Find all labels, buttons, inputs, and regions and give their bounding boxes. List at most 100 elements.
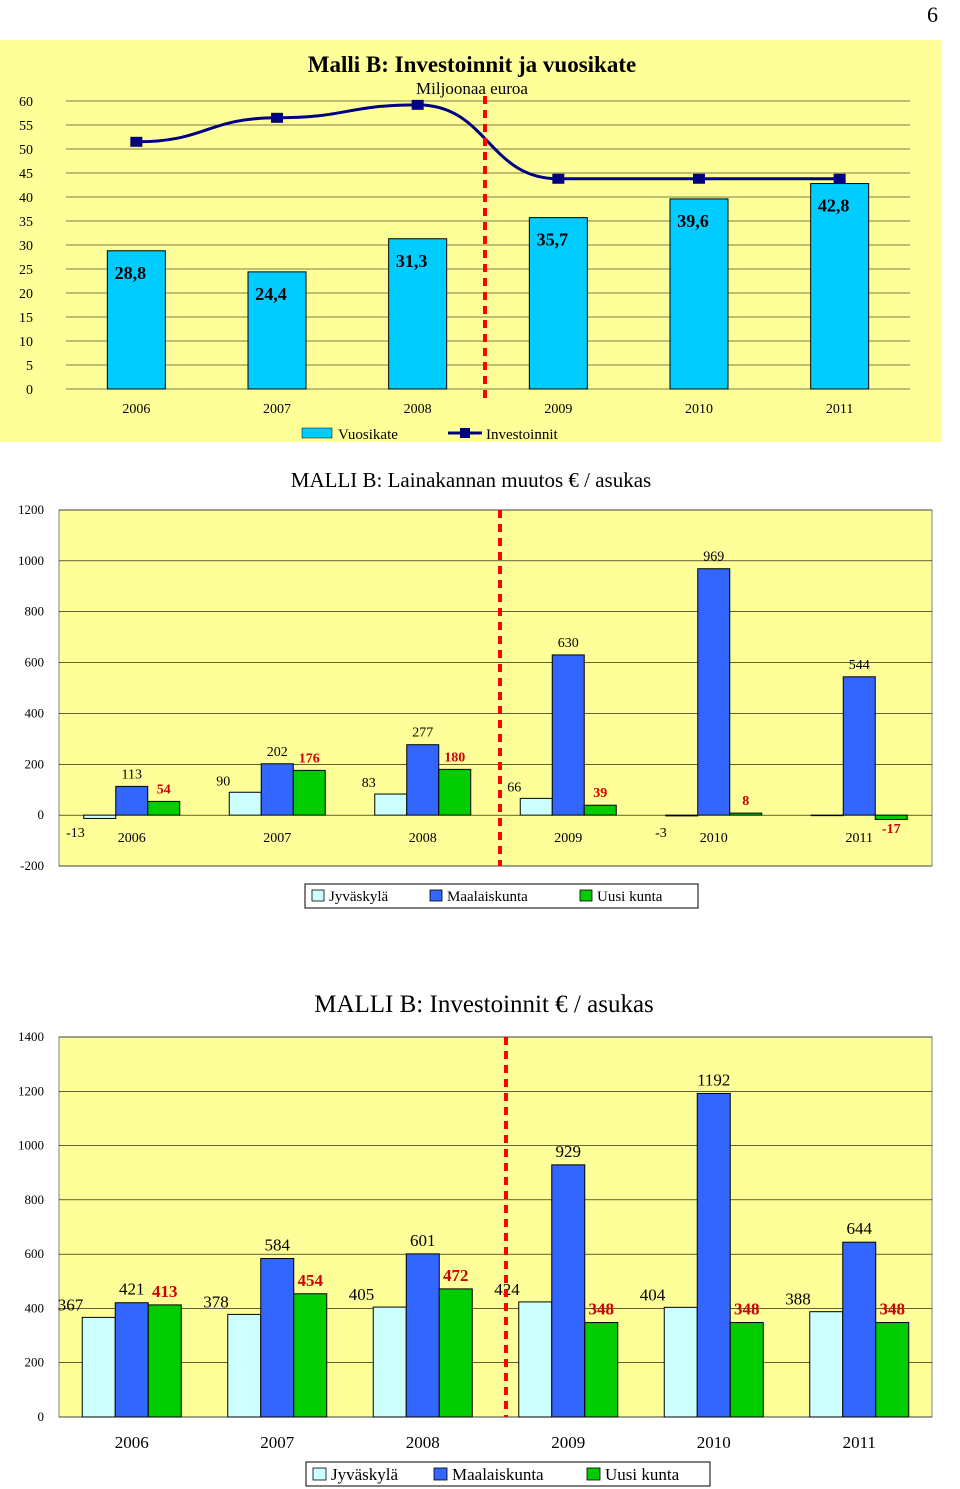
page-number: 6 bbox=[927, 2, 938, 27]
chart3-legend-maalaiskunta-swatch bbox=[433, 1467, 448, 1481]
x-tick-label: 2008 bbox=[406, 1433, 440, 1452]
maalaiskunta-data-label: 644 bbox=[847, 1219, 873, 1238]
investoinnit-marker bbox=[552, 173, 565, 184]
jyvaskyla-bar bbox=[810, 814, 844, 817]
y-tick-label: 45 bbox=[19, 167, 33, 182]
uusi-kunta-data-label: 8 bbox=[742, 794, 749, 809]
y-tick-label: 1000 bbox=[18, 1138, 44, 1153]
jyvaskyla-data-label: 66 bbox=[507, 780, 521, 795]
investoinnit-marker bbox=[271, 112, 283, 123]
uusi-kunta-data-label: 413 bbox=[152, 1282, 178, 1301]
vuosikate-data-label: 39,6 bbox=[677, 211, 709, 231]
investoinnit-line bbox=[136, 103, 840, 181]
maalaiskunta-bar bbox=[696, 1092, 731, 1418]
y-tick-label: 50 bbox=[19, 143, 33, 158]
jyvaskyla-data-label: -3 bbox=[655, 826, 667, 841]
jyvaskyla-data-label: 367 bbox=[58, 1295, 84, 1314]
maalaiskunta-data-label: 584 bbox=[265, 1235, 291, 1254]
maalaiskunta-bar bbox=[260, 1257, 295, 1418]
y-tick-label: 200 bbox=[25, 1355, 45, 1370]
vuosikate-data-label: 24,4 bbox=[255, 284, 287, 304]
x-tick-label: 2006 bbox=[115, 1433, 149, 1452]
x-tick-label: 2009 bbox=[551, 1433, 585, 1452]
uusi-kunta-bar bbox=[293, 1293, 328, 1418]
jyvaskyla-data-label: 83 bbox=[362, 776, 376, 791]
uusi-kunta-data-label: -17 bbox=[882, 822, 901, 837]
maalaiskunta-data-label: 969 bbox=[703, 550, 724, 565]
x-tick-label: 2010 bbox=[685, 402, 713, 417]
maalaiskunta-bar bbox=[406, 744, 440, 816]
uusi-kunta-data-label: 54 bbox=[157, 782, 171, 797]
x-tick-label: 2007 bbox=[263, 831, 291, 846]
legend-vuosikate-label: Vuosikate bbox=[338, 427, 398, 443]
y-tick-label: 400 bbox=[25, 1300, 45, 1315]
chart2-legend-uusi-label: Uusi kunta bbox=[597, 889, 663, 905]
jyvaskyla-data-label: 90 bbox=[216, 774, 230, 789]
x-tick-label: 2011 bbox=[846, 831, 873, 846]
y-tick-label: 400 bbox=[25, 705, 45, 720]
vuosikate-bar bbox=[247, 271, 307, 390]
uusi-kunta-data-label: 454 bbox=[298, 1271, 324, 1290]
y-tick-label: 800 bbox=[25, 604, 45, 619]
y-tick-label: 1200 bbox=[18, 1083, 44, 1098]
investoinnit-marker bbox=[833, 173, 846, 184]
y-tick-label: 30 bbox=[19, 239, 33, 254]
investoinnit-marker bbox=[130, 136, 143, 147]
y-tick-label: 40 bbox=[19, 191, 33, 206]
uusi-kunta-bar bbox=[875, 1322, 910, 1418]
vuosikate-data-label: 42,8 bbox=[818, 196, 850, 216]
y-tick-label: 25 bbox=[19, 263, 33, 278]
uusi-kunta-data-label: 348 bbox=[734, 1300, 760, 1319]
chart1-subtitle: Miljoonaa euroa bbox=[416, 79, 528, 98]
y-tick-label: 35 bbox=[19, 215, 33, 230]
chart2-plot-area bbox=[58, 509, 933, 867]
vuosikate-bar bbox=[810, 183, 870, 390]
uusi-kunta-bar bbox=[292, 769, 326, 816]
chart2-legend-maalaiskunta-label: Maalaiskunta bbox=[447, 889, 528, 905]
uusi-kunta-data-label: 472 bbox=[443, 1266, 469, 1285]
maalaiskunta-bar bbox=[551, 654, 585, 816]
jyvaskyla-bar bbox=[81, 1316, 116, 1418]
y-tick-label: 10 bbox=[19, 335, 33, 350]
uusi-kunta-bar bbox=[584, 1322, 619, 1418]
maalaiskunta-data-label: 630 bbox=[558, 636, 579, 651]
x-tick-label: 2007 bbox=[263, 402, 291, 417]
investoinnit-marker bbox=[693, 173, 705, 184]
uusi-kunta-data-label: 39 bbox=[593, 786, 607, 801]
investoinnit-marker bbox=[411, 99, 424, 110]
jyvaskyla-bar bbox=[519, 797, 553, 816]
y-tick-label: -200 bbox=[20, 858, 44, 873]
y-tick-label: 1400 bbox=[18, 1029, 44, 1044]
jyvaskyla-bar bbox=[663, 1306, 698, 1418]
uusi-kunta-bar bbox=[147, 1304, 182, 1418]
vuosikate-bar bbox=[106, 250, 166, 390]
chart1-legend: Vuosikate Investoinnit bbox=[301, 427, 558, 443]
investoinnit-vuosikate-chart: 0 5 10 15 20 25 30 35 40 45 50 55 60 28,8 24,4 31,3 35,… bbox=[0, 40, 942, 443]
chart2-title: MALLI B: Lainakannan muutos € / asukas bbox=[291, 468, 651, 492]
y-tick-label: 600 bbox=[25, 1246, 45, 1261]
maalaiskunta-data-label: 202 bbox=[267, 745, 288, 760]
jyvaskyla-bar bbox=[518, 1301, 553, 1418]
chart3-legend-uusi-label: Uusi kunta bbox=[605, 1465, 680, 1484]
chart3-legend-frame bbox=[305, 1461, 711, 1487]
uusi-kunta-data-label: 348 bbox=[880, 1300, 906, 1319]
chart3-title: MALLI B: Investoinnit € / asukas bbox=[314, 991, 654, 1018]
chart2-legend-frame bbox=[304, 883, 699, 909]
chart2-legend-uusi-swatch bbox=[579, 889, 593, 902]
uusi-kunta-bar bbox=[147, 800, 181, 816]
legend-vuosikate-swatch bbox=[301, 427, 333, 439]
x-tick-label: 2008 bbox=[404, 402, 432, 417]
chart3-legend-jyvaskyla-label: Jyväskylä bbox=[331, 1465, 399, 1484]
chart2-legend-jyvaskyla-label: Jyväskylä bbox=[329, 889, 389, 905]
maalaiskunta-bar bbox=[842, 676, 876, 816]
chart2-legend-jyvaskyla-swatch bbox=[311, 889, 325, 902]
maalaiskunta-bar bbox=[115, 785, 149, 816]
maalaiskunta-data-label: 601 bbox=[410, 1231, 436, 1250]
maalaiskunta-data-label: 113 bbox=[122, 767, 142, 782]
jyvaskyla-data-label: 404 bbox=[640, 1285, 666, 1304]
jyvaskyla-data-label: 388 bbox=[785, 1290, 811, 1309]
vuosikate-bar bbox=[528, 217, 588, 390]
y-tick-label: 60 bbox=[19, 95, 33, 110]
y-tick-label: 1200 bbox=[18, 502, 44, 517]
jyvaskyla-bar bbox=[228, 791, 262, 816]
